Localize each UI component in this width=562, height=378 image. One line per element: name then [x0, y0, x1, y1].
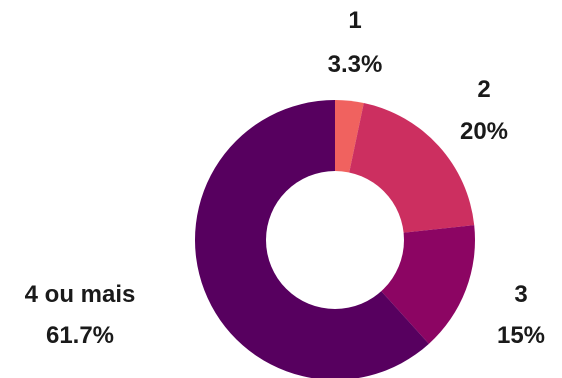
- slice-label-category: 3: [514, 281, 527, 308]
- slice-label-2: 2 20%: [460, 76, 508, 145]
- donut-hole: [266, 171, 404, 309]
- slice-label-category: 4 ou mais: [25, 281, 136, 308]
- slice-label-value: 61.7%: [46, 322, 114, 349]
- slice-label-value: 20%: [460, 118, 508, 145]
- slice-label-4: 4 ou mais 61.7%: [25, 281, 136, 349]
- slice-label-value: 3.3%: [328, 51, 383, 78]
- slice-label-1: 1 3.3%: [328, 7, 383, 78]
- slice-label-category: 1: [348, 7, 361, 34]
- slice-label-value: 15%: [497, 322, 545, 349]
- slice-label-category: 2: [477, 76, 490, 103]
- slice-label-3: 3 15%: [497, 281, 545, 349]
